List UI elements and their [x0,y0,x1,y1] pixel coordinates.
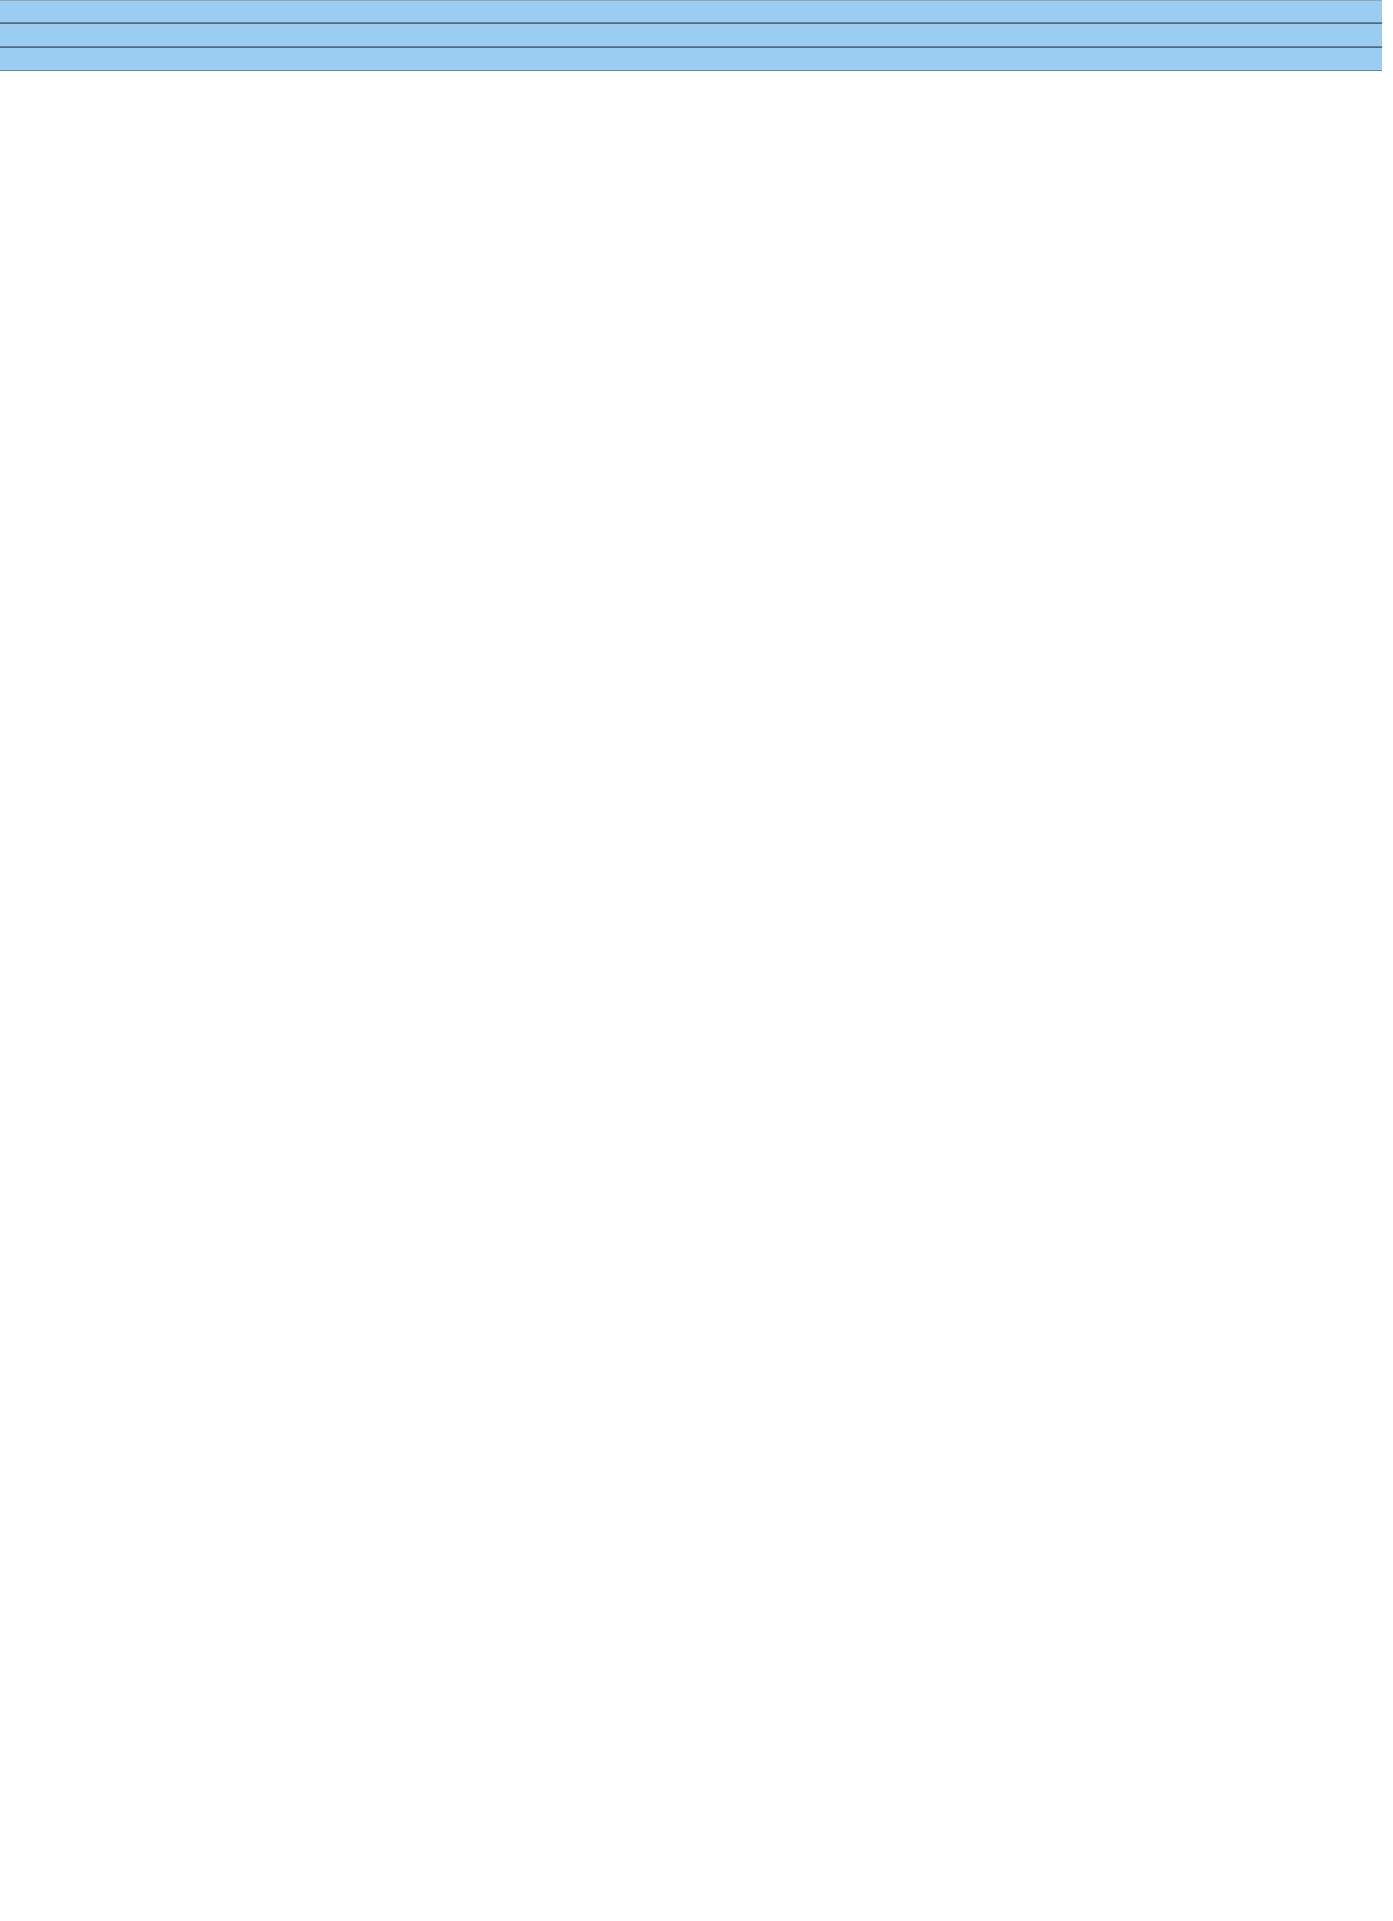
cm-section-title [0,23,1382,47]
inch-section-title [0,47,1382,71]
chart-title [0,0,1382,23]
